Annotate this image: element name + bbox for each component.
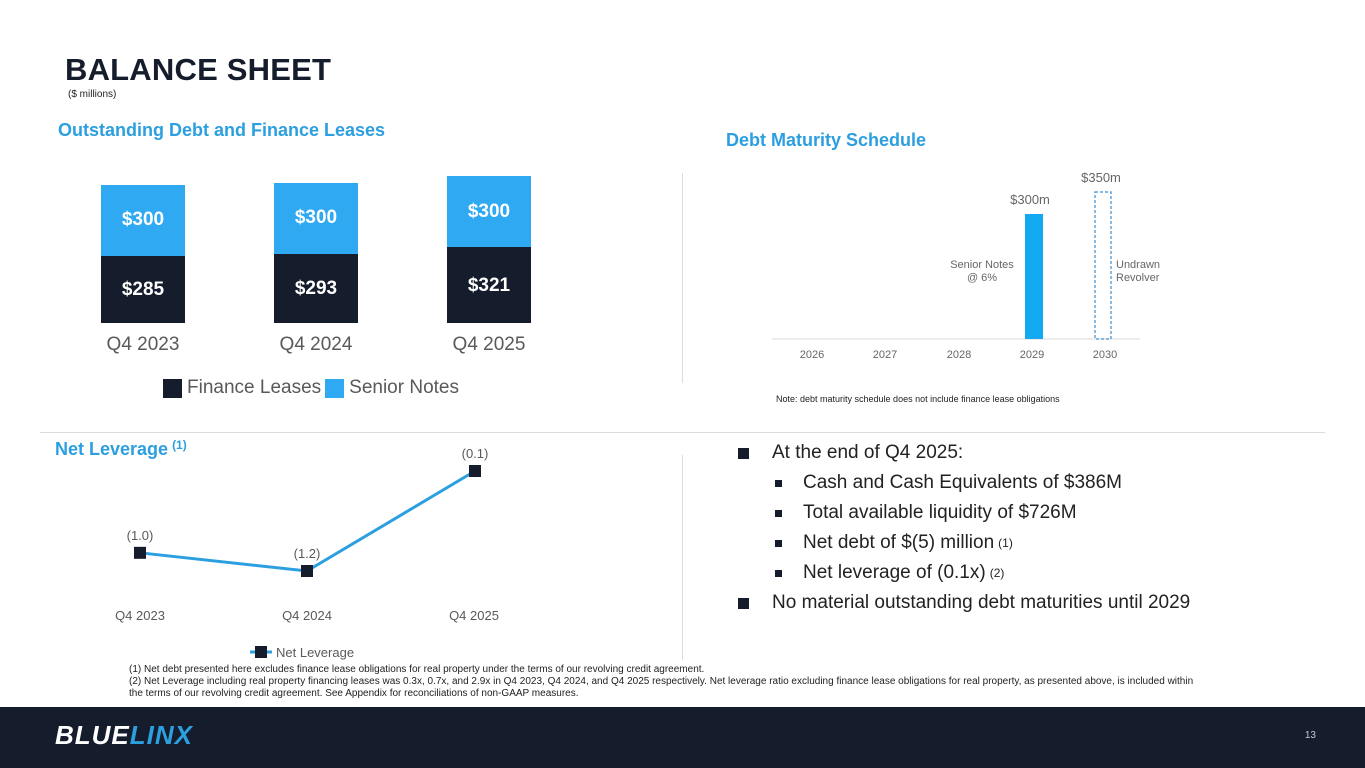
bullet-square-icon <box>738 597 749 609</box>
net-leverage-category-q4-2025: Q4 2025 <box>449 608 499 623</box>
legend-finance-leases: Finance Leases <box>187 377 322 398</box>
bullet-footnote-ref: (1) <box>998 536 1013 550</box>
legend-senior-notes: Senior Notes <box>349 377 459 398</box>
bullet-footnote-ref: (2) <box>989 566 1005 580</box>
bar-senior-notes-q4-2023 <box>101 184 185 256</box>
debt-category-q4-2025: Q4 2025 <box>452 334 526 355</box>
net-leverage-point-q4-2024 <box>301 565 313 577</box>
maturity-senior-notes-rate: @ 6% <box>967 272 997 284</box>
legend-swatch-finance-leases <box>163 378 182 398</box>
bullet-level2: Net debt of $(5) million (1) <box>738 528 1190 558</box>
maturity-label-300m: $300m <box>1010 192 1050 207</box>
legend-swatch-senior-notes <box>325 378 345 398</box>
bar-senior-notes-q4-2025 <box>447 176 531 248</box>
label-finance-leases-q4-2023: $285 <box>121 279 165 301</box>
leverage-title-text: Net Leverage <box>55 439 169 459</box>
bullet-level2: Cash and Cash Equivalents of $386M <box>738 468 1190 498</box>
lower-vertical-divider <box>682 455 683 660</box>
maturity-year-2027: 2027 <box>873 349 897 361</box>
net-leverage-category-q4-2024: Q4 2024 <box>282 608 332 623</box>
debt-section-title: Outstanding Debt and Finance Leases <box>58 120 386 140</box>
logo-text-blue: BLUE <box>55 720 130 750</box>
maturity-revolver-label-1: Undrawn <box>1116 259 1160 271</box>
net-leverage-chart: (1.0) (1.2) (0.1) Q4 2023 Q4 2024 Q4 202… <box>115 446 499 660</box>
leverage-section-title: Net Leverage (1) <box>55 438 187 460</box>
bullet-square-icon <box>775 539 782 547</box>
label-senior-notes-q4-2024: $300 <box>294 207 338 229</box>
maturity-year-2028: 2028 <box>947 349 971 361</box>
units-subtitle: ($ millions) <box>68 89 117 100</box>
bullet-text: No material outstanding debt maturities … <box>772 592 1191 613</box>
debt-category-q4-2023: Q4 2023 <box>106 334 180 355</box>
net-leverage-legend-label: Net Leverage <box>276 645 354 660</box>
label-finance-leases-q4-2025: $321 <box>467 275 511 297</box>
footnote-2: (2) Net Leverage including real property… <box>129 676 1194 699</box>
net-leverage-category-q4-2023: Q4 2023 <box>115 608 165 623</box>
debt-category-q4-2024: Q4 2024 <box>279 334 353 355</box>
bar-senior-notes-q4-2024 <box>274 183 358 254</box>
label-senior-notes-q4-2023: $300 <box>121 209 165 231</box>
bar-finance-leases-q4-2023 <box>101 255 185 323</box>
bullet-text: At the end of Q4 2025: <box>772 442 964 463</box>
bullet-level2: Net leverage of (0.1x) (2) <box>738 558 1190 588</box>
maturity-bar-2030-revolver <box>1094 191 1112 340</box>
debt-chart-legend: Finance Leases Senior Notes <box>163 377 459 399</box>
bullet-square-icon <box>738 447 749 459</box>
maturity-note: Note: debt maturity schedule does not in… <box>776 394 1060 404</box>
bar-finance-leases-q4-2025 <box>447 247 531 323</box>
maturity-label-350m: $350m <box>1081 170 1121 185</box>
bullet-text: Net debt of $(5) million <box>803 532 995 553</box>
bullet-level2: Total available liquidity of $726M <box>738 498 1190 528</box>
maturity-senior-notes-label: Senior Notes <box>950 259 1014 271</box>
leverage-title-footnote: (1) <box>172 438 187 452</box>
bullet-text: Total available liquidity of $726M <box>803 502 1077 523</box>
page-title: BALANCE SHEET <box>65 52 332 87</box>
net-leverage-point-q4-2023 <box>134 546 146 559</box>
bullet-square-icon <box>775 509 782 517</box>
bar-finance-leases-q4-2024 <box>274 253 358 323</box>
maturity-year-2030: 2030 <box>1093 349 1117 361</box>
net-leverage-point-q4-2025 <box>469 465 481 477</box>
upper-vertical-divider <box>682 173 683 383</box>
page-number: 13 <box>1304 730 1316 741</box>
maturity-chart: $300m $350m Senior Notes @ 6% Undrawn Re… <box>772 170 1160 361</box>
net-leverage-legend-marker <box>255 646 267 658</box>
logo-text-linx: LINX <box>129 720 194 750</box>
maturity-bar-2029-senior-notes <box>1025 214 1043 339</box>
net-leverage-label-q4-2025: (0.1) <box>462 446 489 461</box>
label-finance-leases-q4-2024: $293 <box>294 278 338 300</box>
bullet-square-icon <box>775 569 782 577</box>
bullet-text: Cash and Cash Equivalents of $386M <box>803 472 1122 493</box>
bullet-level1: At the end of Q4 2025: <box>738 438 1190 468</box>
bluelinx-logo: BLUELINX <box>55 720 193 751</box>
horizontal-divider <box>40 432 1325 433</box>
footnotes: (1) Net debt presented here excludes fin… <box>129 664 1199 700</box>
net-leverage-label-q4-2024: (1.2) <box>294 546 321 561</box>
footer-bar <box>0 707 1365 768</box>
maturity-year-2029: 2029 <box>1020 349 1044 361</box>
label-senior-notes-q4-2025: $300 <box>467 200 511 222</box>
key-highlights-list: At the end of Q4 2025: Cash and Cash Equ… <box>738 438 1190 618</box>
bullet-square-icon <box>775 479 782 487</box>
maturity-section-title: Debt Maturity Schedule <box>726 130 927 150</box>
bullet-level1: No material outstanding debt maturities … <box>738 588 1190 618</box>
maturity-year-2026: 2026 <box>800 349 824 361</box>
net-leverage-label-q4-2023: (1.0) <box>127 528 154 543</box>
maturity-revolver-label-2: Revolver <box>1116 272 1160 284</box>
bullet-text: Net leverage of (0.1x) <box>803 562 986 583</box>
debt-bar-chart: $285 $300 $293 $300 $321 $300 Q4 2023 Q4… <box>0 0 682 430</box>
footnote-1: (1) Net debt presented here excludes fin… <box>129 664 705 675</box>
